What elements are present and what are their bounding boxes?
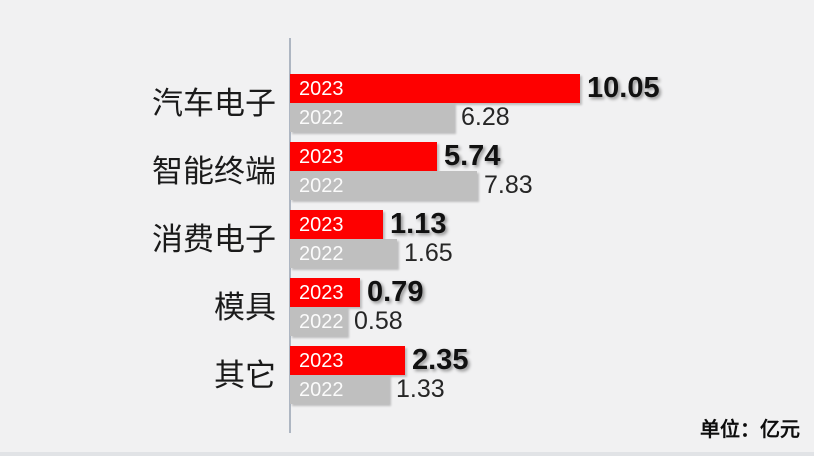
bar-line-2023: 2023 0.79 (290, 278, 814, 307)
category-bars: 2023 0.79 2022 0.58 (290, 278, 814, 336)
value-label-2022: 6.28 (461, 103, 510, 131)
bar-line-2023: 2023 10.05 (290, 74, 814, 103)
bar-line-2023: 2023 1.13 (290, 210, 814, 239)
bar-line-2022: 2022 0.58 (290, 307, 814, 336)
bar-line-2022: 2022 1.65 (290, 239, 814, 268)
value-label-2023: 10.05 (587, 72, 660, 104)
bar-2022: 2022 (290, 171, 477, 200)
bar-year-label: 2023 (299, 281, 344, 304)
bar-2023: 2023 (290, 74, 580, 103)
bar-2022: 2022 (290, 375, 389, 404)
bar-year-label: 2022 (299, 242, 344, 265)
bar-year-label: 2022 (299, 378, 344, 401)
bottom-edge-divider (0, 452, 814, 456)
bar-year-label: 2022 (299, 310, 344, 333)
bar-year-label: 2023 (299, 145, 344, 168)
value-label-2023: 5.74 (444, 140, 501, 172)
category-label: 智能终端 (152, 153, 276, 189)
bar-line-2022: 2022 7.83 (290, 171, 814, 200)
bar-line-2023: 2023 5.74 (290, 142, 814, 171)
value-label-2022: 7.83 (484, 171, 533, 199)
category-row: 汽车电子 2023 10.05 2022 6.28 (0, 74, 814, 132)
bar-year-label: 2022 (299, 174, 344, 197)
bar-2023: 2023 (290, 346, 405, 375)
category-bars: 2023 1.13 2022 1.65 (290, 210, 814, 268)
bar-2023: 2023 (290, 278, 360, 307)
category-label: 汽车电子 (152, 85, 276, 121)
bar-rows: 汽车电子 2023 10.05 2022 6.28 智能终端 (0, 74, 814, 414)
value-label-2023: 1.13 (390, 208, 447, 240)
category-bars: 2023 10.05 2022 6.28 (290, 74, 814, 132)
bar-line-2022: 2022 1.33 (290, 375, 814, 404)
category-bars: 2023 2.35 2022 1.33 (290, 346, 814, 404)
bar-2023: 2023 (290, 210, 383, 239)
category-label: 消费电子 (152, 221, 276, 257)
category-row: 其它 2023 2.35 2022 1.33 (0, 346, 814, 404)
bar-line-2023: 2023 2.35 (290, 346, 814, 375)
category-label: 其它 (214, 357, 276, 393)
category-row: 模具 2023 0.79 2022 0.58 (0, 278, 814, 336)
bar-year-label: 2023 (299, 77, 344, 100)
category-row: 消费电子 2023 1.13 2022 1.65 (0, 210, 814, 268)
unit-label: 单位：亿元 (700, 419, 800, 441)
value-label-2023: 0.79 (367, 276, 424, 308)
category-bars: 2023 5.74 2022 7.83 (290, 142, 814, 200)
value-label-2022: 0.58 (354, 307, 403, 335)
value-label-2022: 1.33 (396, 375, 445, 403)
value-label-2023: 2.35 (412, 344, 469, 376)
bar-2023: 2023 (290, 142, 437, 171)
bar-line-2022: 2022 6.28 (290, 103, 814, 132)
bar-2022: 2022 (290, 307, 347, 336)
bar-2022: 2022 (290, 103, 454, 132)
bar-2022: 2022 (290, 239, 397, 268)
bar-year-label: 2022 (299, 106, 344, 129)
bar-year-label: 2023 (299, 213, 344, 236)
category-row: 智能终端 2023 5.74 2022 7.83 (0, 142, 814, 200)
bar-year-label: 2023 (299, 349, 344, 372)
value-label-2022: 1.65 (404, 239, 453, 267)
category-label: 模具 (214, 289, 276, 325)
